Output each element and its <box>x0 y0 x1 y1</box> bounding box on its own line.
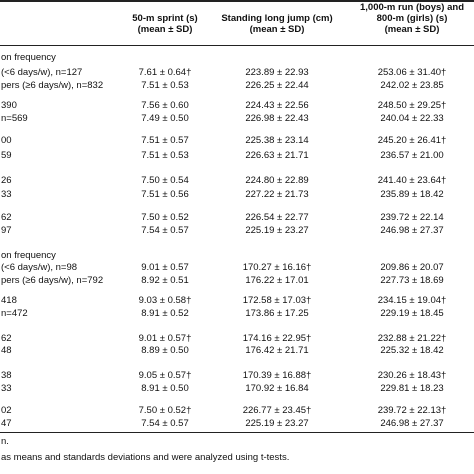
cell: 7.56 ± 0.60 <box>141 100 189 111</box>
column-header: Standing long jump (cm) <box>221 13 333 24</box>
row-label: 390 <box>1 100 17 111</box>
cell: 176.22 ± 17.01 <box>245 275 309 286</box>
cell: 225.19 ± 23.27 <box>245 418 309 429</box>
cell: 8.92 ± 0.51 <box>141 275 189 286</box>
column-header: 50-m sprint (s) <box>132 13 198 24</box>
cell: 229.81 ± 18.23 <box>380 383 444 394</box>
cell: 9.03 ± 0.58† <box>138 295 192 306</box>
cell: 235.89 ± 18.42 <box>380 189 444 200</box>
row-label: 418 <box>1 295 17 306</box>
row-label: on frequency <box>1 250 56 261</box>
cell: 7.50 ± 0.54 <box>141 175 189 186</box>
cell: 173.86 ± 17.25 <box>245 308 309 319</box>
cell: 8.91 ± 0.50 <box>141 383 189 394</box>
cell: 7.54 ± 0.57 <box>141 418 189 429</box>
cell: 209.86 ± 20.07 <box>380 262 444 273</box>
row-label: (<6 days/w), n=127 <box>1 67 83 78</box>
cell: 248.50 ± 29.25† <box>377 100 447 111</box>
cell: 246.98 ± 27.37 <box>380 225 444 236</box>
row-label: n=569 <box>1 113 28 124</box>
cell: 226.25 ± 22.44 <box>245 80 309 91</box>
cell: 224.43 ± 22.56 <box>245 100 309 111</box>
cell: 227.73 ± 18.69 <box>380 275 444 286</box>
cell: 170.92 ± 16.84 <box>245 383 309 394</box>
cell: 246.98 ± 27.37 <box>380 418 444 429</box>
cell: 234.15 ± 19.04† <box>377 295 447 306</box>
cell: 240.04 ± 22.33 <box>380 113 444 124</box>
row-label: 38 <box>1 370 12 381</box>
cell: 242.02 ± 23.85 <box>380 80 444 91</box>
cell: 226.54 ± 22.77 <box>245 212 309 223</box>
cell: 241.40 ± 23.64† <box>377 175 447 186</box>
cell: 7.50 ± 0.52† <box>138 405 192 416</box>
cell: 223.89 ± 22.93 <box>245 67 309 78</box>
top-rule <box>0 0 474 2</box>
cell: 226.98 ± 22.43 <box>245 113 309 124</box>
footnote: n. <box>1 436 9 447</box>
bottom-rule <box>0 432 474 433</box>
cell: 7.61 ± 0.64† <box>138 67 192 78</box>
row-label: pers (≥6 days/w), n=832 <box>1 80 104 91</box>
cell: 225.32 ± 18.42 <box>380 345 444 356</box>
column-header: (mean ± SD) <box>249 24 305 35</box>
row-label: on frequency <box>1 52 56 63</box>
column-header: (mean ± SD) <box>384 24 440 35</box>
cell: 174.16 ± 22.95† <box>242 333 312 344</box>
cell: 225.19 ± 23.27 <box>245 225 309 236</box>
cell: 7.50 ± 0.52 <box>141 212 189 223</box>
row-label: 59 <box>1 150 12 161</box>
row-label: 97 <box>1 225 12 236</box>
row-label: 62 <box>1 333 12 344</box>
footnote: as means and standards deviations and we… <box>1 452 290 463</box>
row-label: 02 <box>1 405 12 416</box>
column-header: 1,000-m run (boys) and <box>360 2 464 13</box>
row-label: 48 <box>1 345 12 356</box>
cell: 7.51 ± 0.53 <box>141 150 189 161</box>
cell: 7.49 ± 0.50 <box>141 113 189 124</box>
cell: 226.63 ± 21.71 <box>245 150 309 161</box>
cell: 225.38 ± 23.14 <box>245 135 309 146</box>
cell: 239.72 ± 22.14 <box>380 212 444 223</box>
cell: 245.20 ± 26.41† <box>377 135 447 146</box>
row-label: (<6 days/w), n=98 <box>1 262 78 273</box>
cell: 230.26 ± 18.43† <box>377 370 447 381</box>
cell: 224.80 ± 22.89 <box>245 175 309 186</box>
row-label: pers (≥6 days/w), n=792 <box>1 275 104 286</box>
cell: 236.57 ± 21.00 <box>380 150 444 161</box>
cell: 9.01 ± 0.57† <box>138 333 192 344</box>
cell: 9.01 ± 0.57 <box>141 262 189 273</box>
row-label: n=472 <box>1 308 28 319</box>
row-label: 33 <box>1 189 12 200</box>
cell: 232.88 ± 21.22† <box>377 333 447 344</box>
cell: 176.42 ± 21.71 <box>245 345 309 356</box>
cell: 8.89 ± 0.50 <box>141 345 189 356</box>
column-header: 800-m (girls) (s) <box>376 13 448 24</box>
row-label: 33 <box>1 383 12 394</box>
cell: 170.39 ± 16.88† <box>242 370 312 381</box>
row-label: 47 <box>1 418 12 429</box>
cell: 9.05 ± 0.57† <box>138 370 192 381</box>
cell: 170.27 ± 16.16† <box>242 262 312 273</box>
cell: 239.72 ± 22.13† <box>377 405 447 416</box>
row-label: 26 <box>1 175 12 186</box>
cell: 229.19 ± 18.45 <box>380 308 444 319</box>
cell: 227.22 ± 21.73 <box>245 189 309 200</box>
column-header: (mean ± SD) <box>137 24 193 35</box>
header-rule <box>0 45 474 46</box>
cell: 253.06 ± 31.40† <box>377 67 447 78</box>
row-label: 62 <box>1 212 12 223</box>
cell: 226.77 ± 23.45† <box>242 405 312 416</box>
cell: 7.51 ± 0.53 <box>141 80 189 91</box>
cell: 172.58 ± 17.03† <box>242 295 312 306</box>
row-label: 00 <box>1 135 12 146</box>
cell: 7.51 ± 0.56 <box>141 189 189 200</box>
cell: 7.51 ± 0.57 <box>141 135 189 146</box>
cell: 7.54 ± 0.57 <box>141 225 189 236</box>
cell: 8.91 ± 0.52 <box>141 308 189 319</box>
